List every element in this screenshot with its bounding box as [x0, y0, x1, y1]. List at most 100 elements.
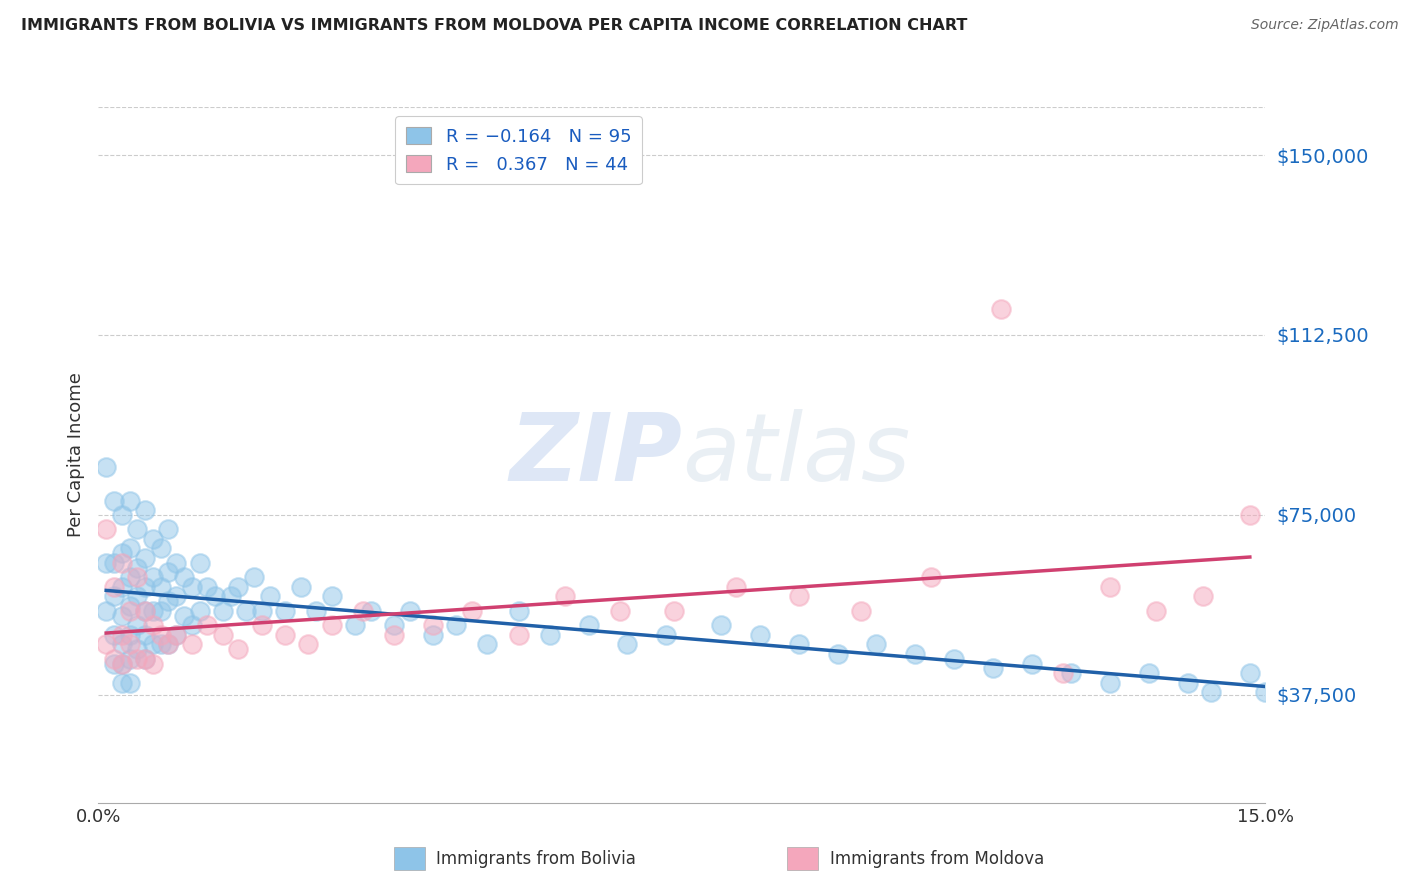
Point	[180, 618, 202, 632]
Point	[360, 604, 382, 618]
Point	[290, 580, 312, 594]
Point	[103, 657, 125, 671]
Point	[538, 628, 561, 642]
Point	[96, 556, 118, 570]
Point	[1137, 666, 1160, 681]
Point	[127, 560, 149, 574]
Point	[134, 604, 156, 618]
Point	[188, 604, 211, 618]
Point	[142, 604, 165, 618]
Point	[157, 522, 180, 536]
Point	[127, 590, 149, 604]
Point	[142, 532, 165, 546]
Point	[173, 608, 195, 623]
Point	[1192, 590, 1215, 604]
Point	[204, 590, 226, 604]
Point	[321, 618, 343, 632]
Point	[173, 570, 195, 584]
Point	[422, 618, 444, 632]
Point	[111, 657, 134, 671]
Point	[243, 570, 266, 584]
Point	[149, 604, 172, 618]
Point	[609, 604, 631, 618]
Point	[748, 628, 770, 642]
Point	[165, 556, 187, 570]
Point	[827, 647, 849, 661]
Point	[165, 590, 187, 604]
Point	[157, 637, 180, 651]
Point	[943, 652, 966, 666]
Point	[111, 608, 134, 623]
Point	[111, 628, 134, 642]
Point	[250, 604, 273, 618]
Point	[134, 604, 156, 618]
Point	[787, 590, 810, 604]
Point	[662, 604, 685, 618]
Point	[1021, 657, 1043, 671]
Point	[477, 637, 499, 651]
Point	[134, 551, 156, 566]
Point	[195, 618, 218, 632]
Point	[142, 657, 165, 671]
Point	[578, 618, 600, 632]
Point	[616, 637, 638, 651]
Point	[787, 637, 810, 651]
Point	[508, 628, 530, 642]
Point	[111, 546, 134, 560]
Point	[118, 628, 141, 642]
Point	[1254, 685, 1277, 699]
Point	[103, 580, 125, 594]
Point	[157, 566, 180, 580]
Point	[920, 570, 942, 584]
Point	[188, 556, 211, 570]
Point	[118, 570, 141, 584]
Point	[118, 676, 141, 690]
Point	[382, 628, 405, 642]
Point	[321, 590, 343, 604]
Point	[904, 647, 927, 661]
Text: IMMIGRANTS FROM BOLIVIA VS IMMIGRANTS FROM MOLDOVA PER CAPITA INCOME CORRELATION: IMMIGRANTS FROM BOLIVIA VS IMMIGRANTS FR…	[21, 18, 967, 33]
Point	[1052, 666, 1074, 681]
Point	[96, 604, 118, 618]
Point	[111, 556, 134, 570]
Point	[219, 590, 242, 604]
Point	[228, 642, 250, 657]
Point	[134, 628, 156, 642]
Text: Immigrants from Moldova: Immigrants from Moldova	[830, 849, 1043, 868]
Point	[127, 642, 149, 657]
Point	[554, 590, 576, 604]
Point	[134, 652, 156, 666]
Point	[149, 637, 172, 651]
Point	[446, 618, 468, 632]
Point	[111, 508, 134, 522]
Point	[127, 618, 149, 632]
Point	[165, 628, 187, 642]
Point	[250, 618, 273, 632]
Point	[1098, 580, 1121, 594]
Point	[508, 604, 530, 618]
Point	[422, 628, 444, 642]
Point	[103, 590, 125, 604]
Point	[118, 493, 141, 508]
Point	[103, 628, 125, 642]
Point	[111, 657, 134, 671]
Point	[149, 580, 172, 594]
Point	[398, 604, 420, 618]
Point	[142, 637, 165, 651]
Point	[96, 459, 118, 474]
Point	[96, 522, 118, 536]
Point	[990, 301, 1012, 316]
Point	[134, 580, 156, 594]
Point	[1146, 604, 1168, 618]
Point	[710, 618, 733, 632]
Point	[1199, 685, 1222, 699]
Point	[142, 570, 165, 584]
Point	[195, 580, 218, 594]
Point	[149, 541, 172, 556]
Point	[142, 618, 165, 632]
Point	[235, 604, 257, 618]
Point	[259, 590, 281, 604]
Text: atlas: atlas	[682, 409, 910, 500]
Point	[212, 628, 235, 642]
Point	[118, 604, 141, 618]
